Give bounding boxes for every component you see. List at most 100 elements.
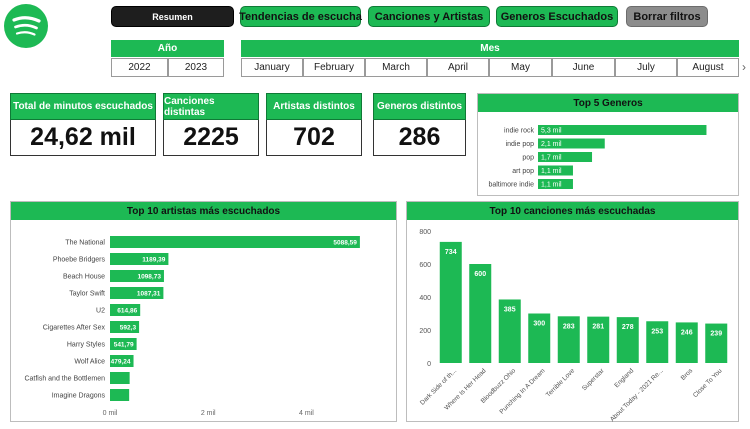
song-bar[interactable] [498, 299, 521, 363]
artist-bar-label: 5088,59 [333, 240, 357, 247]
year-option-2022[interactable]: 2022 [111, 58, 168, 77]
song-bar-label: 283 [563, 323, 575, 330]
kpi-songs-label: Canciones distintas [163, 93, 259, 120]
song-category-label: About Today - 2021 Re... [609, 367, 665, 423]
artist-bar[interactable] [110, 372, 130, 384]
artist-bar-label: 1189,39 [142, 257, 166, 264]
song-y-tick: 800 [419, 229, 431, 236]
song-category-label: Bros [680, 367, 695, 382]
chevron-right-icon[interactable]: › [742, 60, 746, 74]
song-y-tick: 600 [419, 262, 431, 269]
genre-bar[interactable] [538, 165, 573, 176]
artist-category-label: Imagine Dragons [52, 393, 106, 400]
genre-category-label: baltimore indie [488, 182, 534, 189]
song-bar[interactable] [646, 321, 669, 363]
artist-category-label: Catfish and the Bottlemen [24, 376, 105, 383]
artist-bar[interactable] [110, 338, 137, 350]
song-bar[interactable] [469, 264, 492, 363]
song-category-label: Superstar [581, 367, 606, 392]
genre-bar[interactable] [538, 125, 707, 135]
genre-bar-label: 1,1 mil [541, 182, 562, 189]
song-bar-label: 278 [622, 324, 634, 331]
month-option-april[interactable]: April [427, 58, 489, 77]
genre-bar-label: 2,1 mil [541, 141, 562, 148]
kpi-artists-label: Artistas distintos [266, 93, 362, 120]
artist-category-label: Wolf Alice [74, 359, 105, 366]
song-y-tick: 0 [427, 361, 431, 368]
artist-bar[interactable] [110, 355, 134, 367]
song-bar[interactable] [616, 317, 639, 363]
artist-x-tick: 0 mil [103, 410, 118, 417]
artist-bar[interactable] [110, 389, 130, 401]
artist-bar[interactable] [110, 253, 169, 265]
artist-x-tick: 2 mil [201, 410, 216, 417]
genre-category-label: art pop [512, 168, 534, 175]
year-option-2023[interactable]: 2023 [168, 58, 224, 77]
artist-category-label: Phoebe Bridgers [53, 257, 106, 264]
month-slicer-title: Mes [241, 40, 739, 57]
top-genres-panel: Top 5 Generos indie rock 5,3 mil indie pop… [477, 93, 739, 196]
artist-bar[interactable] [110, 236, 360, 248]
song-category-label: Close To You [692, 367, 724, 399]
song-bar-label: 385 [504, 306, 516, 313]
genre-category-label: pop [522, 155, 534, 162]
artist-bar[interactable] [110, 270, 164, 282]
song-bar[interactable] [675, 322, 698, 363]
spotify-logo-icon [4, 4, 48, 48]
song-y-tick: 200 [419, 328, 431, 335]
song-bar[interactable] [557, 316, 580, 363]
artist-bar-label: 614,86 [117, 308, 137, 315]
artist-x-tick: 4 mil [299, 410, 314, 417]
canciones-artistas-button[interactable]: Canciones y Artistas [368, 6, 490, 27]
top-songs-panel: Top 10 canciones más escuchadas 0 200 400 6… [406, 201, 739, 423]
borrar-filtros-button[interactable]: Borrar filtros [626, 6, 708, 27]
genre-bar[interactable] [538, 152, 593, 162]
song-bar-label: 300 [533, 321, 545, 328]
kpi-songs-value: 2225 [163, 120, 259, 156]
song-category-label: Terrible Love [545, 367, 577, 399]
month-option-may[interactable]: May [489, 58, 552, 77]
month-option-january[interactable]: January [241, 58, 303, 77]
kpi-genres-value: 286 [373, 120, 466, 156]
artist-bar[interactable] [110, 304, 141, 316]
month-option-june[interactable]: June [552, 58, 615, 77]
song-bar-label: 281 [592, 324, 604, 331]
artist-category-label: Beach House [63, 274, 105, 281]
song-bar-label: 734 [445, 249, 457, 256]
genre-category-label: indie pop [506, 141, 535, 148]
artist-bar-label: 592,3 [120, 325, 137, 332]
song-bar-label: 600 [474, 271, 486, 278]
artist-category-label: U2 [96, 308, 105, 315]
month-option-august[interactable]: August [677, 58, 739, 77]
artist-bar-label: 1098,73 [137, 274, 161, 281]
artist-category-label: Cigarettes After Sex [43, 325, 106, 332]
artist-bar-label: 479,24 [111, 359, 131, 366]
song-y-tick: 400 [419, 295, 431, 302]
top-genres-title: Top 5 Generos [478, 94, 738, 112]
song-bar[interactable] [528, 313, 551, 364]
genre-bar[interactable] [538, 138, 605, 149]
top-songs-title: Top 10 canciones más escuchadas [407, 202, 738, 220]
artist-category-label: Taylor Swift [69, 291, 105, 298]
genre-category-label: indie rock [504, 128, 534, 135]
song-bar[interactable] [587, 316, 610, 363]
kpi-minutes-label: Total de minutos escuchados [10, 93, 156, 120]
month-option-march[interactable]: March [365, 58, 427, 77]
artist-bar[interactable] [110, 321, 140, 333]
genre-bar-label: 5,3 mil [541, 128, 562, 135]
song-bar[interactable] [439, 241, 462, 363]
artist-bar-label: 1087,31 [137, 291, 161, 298]
artist-bar[interactable] [110, 287, 164, 299]
top-genres-chart: indie rock 5,3 mil indie pop 2,1 mil pop 1,7 … [488, 125, 707, 189]
song-bar-label: 253 [651, 328, 663, 335]
artist-category-label: Harry Styles [67, 342, 106, 349]
genre-bar-label: 1,1 mil [541, 168, 562, 175]
month-option-july[interactable]: July [615, 58, 677, 77]
song-bar[interactable] [705, 323, 728, 363]
generos-button[interactable]: Generos Escuchados [496, 6, 618, 27]
genre-bar[interactable] [538, 179, 573, 189]
tendencias-button[interactable]: Tendencias de escucha [239, 6, 362, 27]
month-option-february[interactable]: February [303, 58, 365, 77]
resumen-button[interactable]: Resumen [111, 6, 234, 27]
kpi-artists-value: 702 [266, 120, 362, 156]
